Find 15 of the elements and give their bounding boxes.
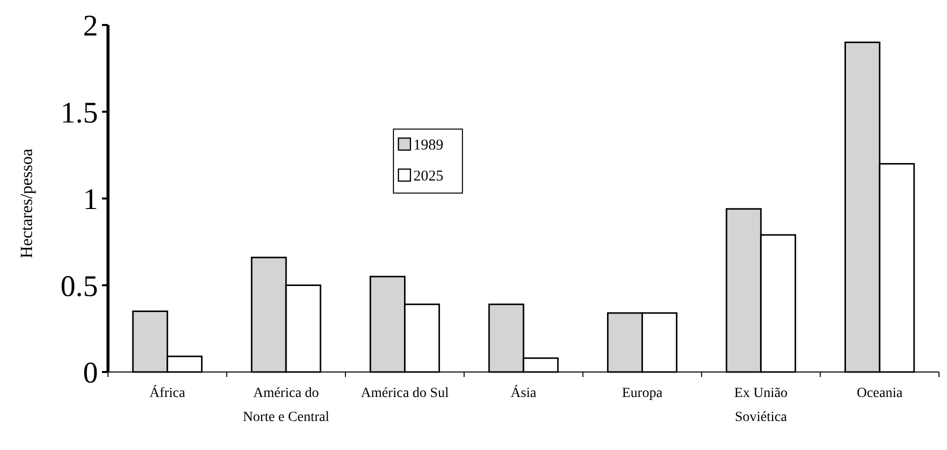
y-tick-label: 1.5 [60, 96, 98, 130]
y-tick-label: 0.5 [60, 270, 98, 303]
x-tick-label: América do Sul [360, 386, 449, 401]
y-axis-title: Hectares/pessoa [17, 148, 36, 258]
legend-label: 2025 [413, 168, 444, 184]
legend-label: 1989 [413, 137, 444, 154]
y-tick-label: 0 [83, 356, 98, 390]
y-tick-label: 2 [83, 10, 98, 42]
y-tick-label: 1 [83, 183, 98, 216]
x-tick-label: África [149, 384, 186, 401]
x-tick-label: Ex União Soviética [734, 386, 788, 425]
x-tick-label: América do Norte e Central [242, 386, 330, 425]
x-tick-label: Europa [622, 386, 664, 401]
x-tick-label: Ásia [510, 384, 538, 401]
x-tick-label: Oceania [856, 386, 904, 401]
